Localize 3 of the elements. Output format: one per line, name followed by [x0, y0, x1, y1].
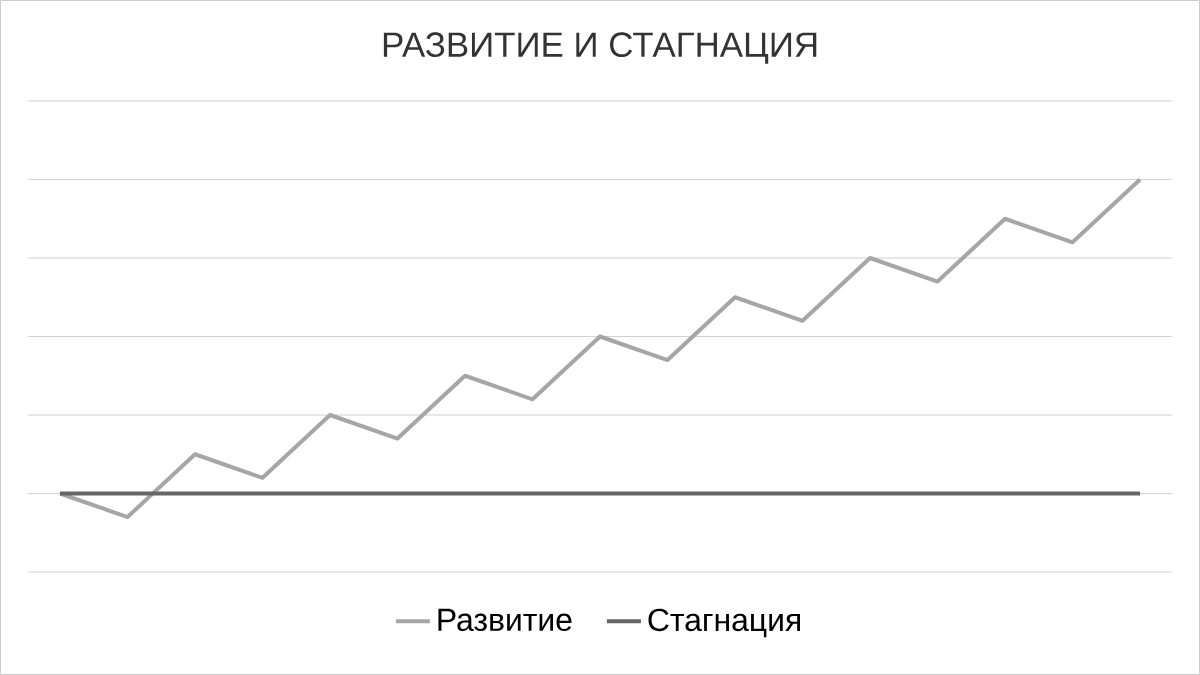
legend-label: Стагнация: [648, 608, 801, 638]
chart-title: РАЗВИТИЕ И СТАГНАЦИЯ: [383, 32, 817, 64]
legend-label: Развитие: [438, 608, 572, 632]
